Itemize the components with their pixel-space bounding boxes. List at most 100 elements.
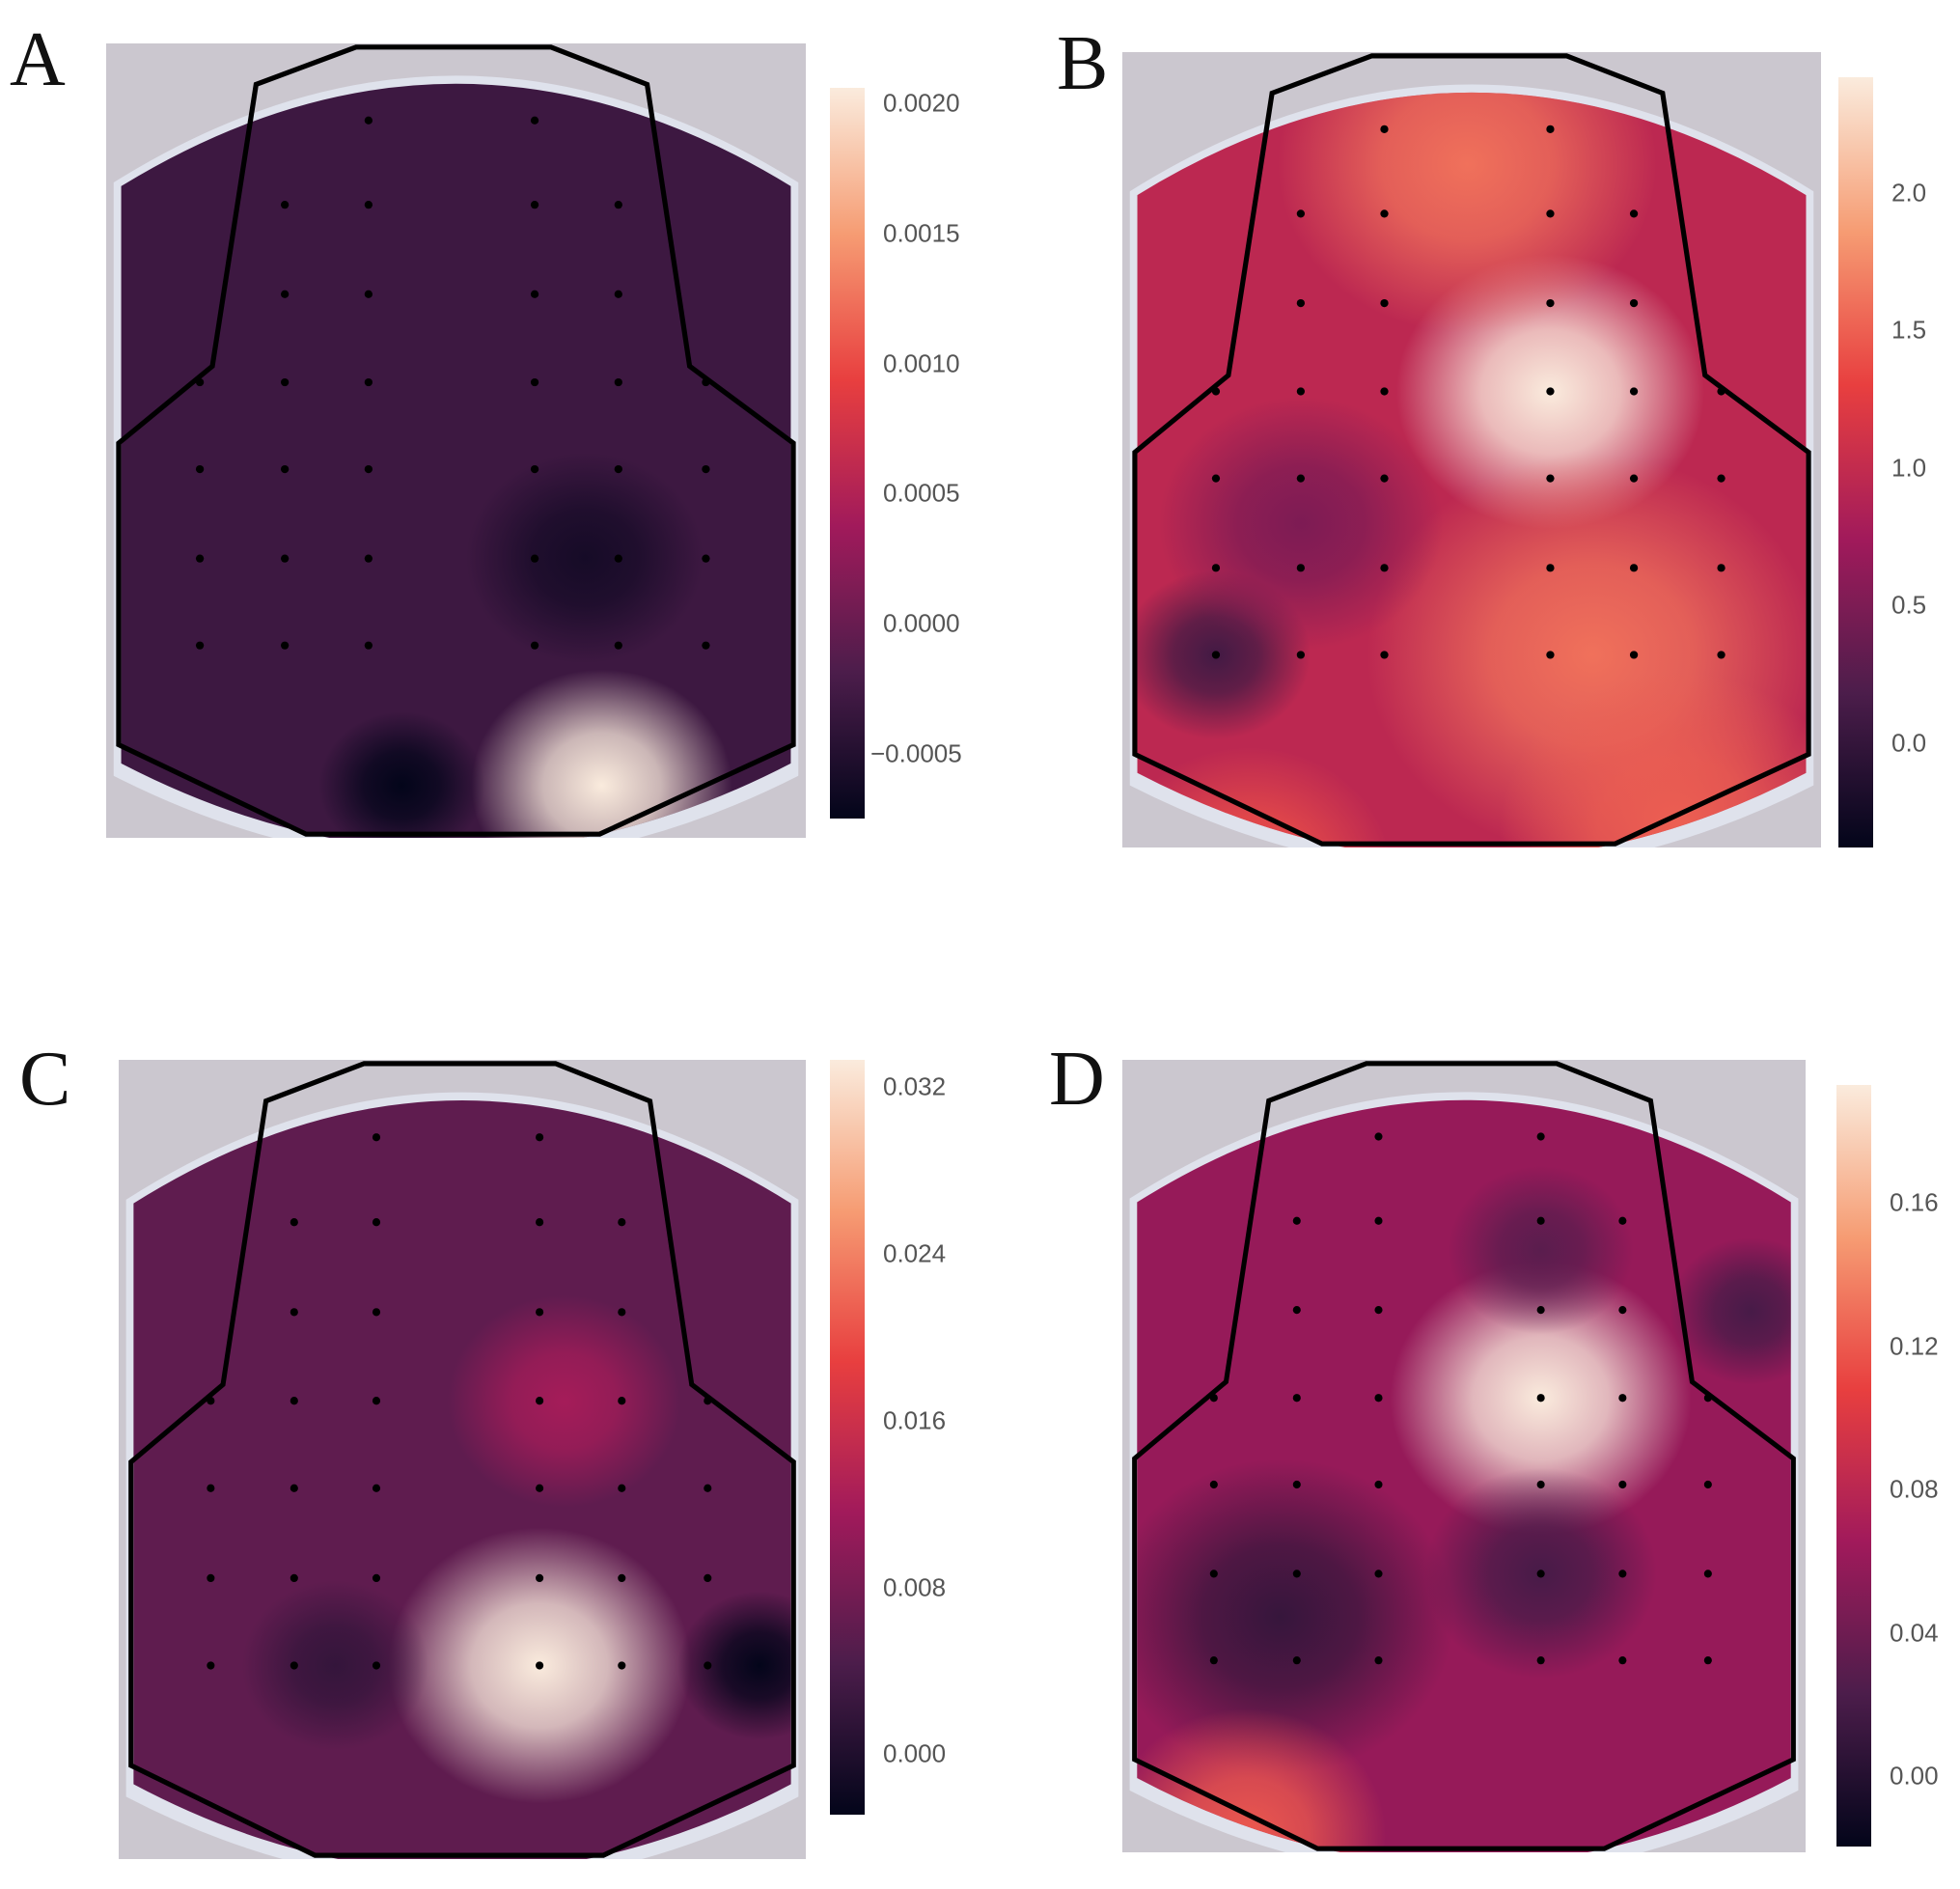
electrode-dot [1374,1656,1383,1665]
panel-label-b: B [1057,21,1109,106]
electrode-dot [1374,1216,1383,1225]
electrode-dot [536,1308,544,1317]
colorbar-tick-label: 0.016 [883,1405,947,1435]
colorbar-tick-label: 0.0010 [883,348,960,378]
electrode-dot [290,1308,298,1317]
electrode-dot [195,641,205,650]
electrode-dot [290,1484,298,1492]
electrode-dot [1374,1480,1383,1489]
electrode-dot [372,1308,381,1317]
colorbar-tick-label: 0.08 [1890,1474,1939,1504]
electrode-dot [1296,474,1306,483]
electrode-dot [1618,1306,1627,1315]
panel-label-a: A [10,17,66,102]
electrode-dot [1292,1306,1301,1315]
electrode-dot [1209,1394,1218,1403]
heatmap-hotspot [677,1591,791,1740]
colorbar-tick-label: 0.16 [1890,1187,1939,1217]
electrode-dot [195,377,205,387]
electrode-dot [1209,1480,1218,1489]
electrode-dot [1211,651,1221,659]
colorbar-tick-label: 2.0 [1891,178,1927,208]
colorbar-tick-label: 0.008 [883,1572,947,1602]
electrode-dot [1380,651,1389,659]
electrode-dot [1536,1570,1545,1578]
electrode-dot [195,554,205,563]
electrode-dot [1703,1570,1712,1578]
electrode-dot [364,290,373,298]
heatmap-hotspot [318,711,485,838]
electrode-dot [614,290,622,298]
colorbar-d [1836,1085,1871,1847]
heatmap-hotspot [1670,1237,1791,1385]
panel-label-d: D [1049,1037,1105,1122]
colorbar-tick-label: 1.5 [1891,315,1927,345]
colorbar-b [1838,77,1873,847]
heatmap-hotspot [466,452,704,664]
electrode-dot [207,1397,215,1405]
electrode-dot [1211,387,1221,396]
electrode-dot [618,1308,626,1317]
electrode-dot [364,464,373,474]
electrode-dot [1296,564,1306,572]
electrode-dot [1717,564,1725,572]
heatmap-hotspot [241,1580,429,1751]
electrode-dot [618,1484,626,1492]
electrode-dot [704,1573,712,1583]
electrode-dot [1717,474,1725,483]
electrode-dot [372,1218,381,1227]
electrode-dot [280,641,290,650]
electrode-dot [364,201,373,209]
electrode-dot [1209,1570,1218,1578]
electrode-dot [536,1133,544,1142]
heatmap-hotspot [471,669,732,838]
electrode-dot [1536,1132,1545,1141]
electrode-dot [536,1397,544,1405]
electrode-dot [614,554,622,563]
electrode-dot [530,290,539,298]
electrode-dot [1629,387,1639,396]
heatmap-hotspot [1158,396,1444,651]
electrode-dot [1536,1656,1545,1665]
electrode-dot [1380,564,1389,572]
electrode-dot [364,554,373,563]
electrode-dot [1629,564,1639,572]
electrode-dot [1380,387,1389,396]
colorbar-tick-label: 0.5 [1891,590,1927,620]
heatmap-hotspot [1277,92,1657,334]
heatmap-hotspot [447,1294,681,1508]
electrode-dot [1717,387,1725,396]
heatmap-hotspot [1448,1165,1634,1335]
electrode-dot [1546,209,1555,218]
electrode-dot [290,1661,298,1670]
electrode-dot [1296,387,1306,396]
electrode-dot [530,554,539,563]
topomap-c [119,1060,806,1859]
electrode-dot [1629,298,1639,308]
electrode-dot [1380,474,1389,483]
electrode-dot [1374,1306,1383,1315]
electrode-dot [1296,651,1306,659]
electrode-dot [1374,1570,1383,1578]
electrode-dot [290,1397,298,1405]
electrode-dot [1618,1394,1627,1403]
colorbar-tick-label: 0.04 [1890,1618,1939,1648]
electrode-dot [1380,125,1389,133]
electrode-dot [1380,209,1389,218]
electrode-dot [290,1218,298,1227]
head-outline [1132,1061,1796,1851]
electrode-dot [1546,298,1555,308]
electrode-dot [1703,1656,1712,1665]
electrode-dot [1211,474,1221,483]
electrode-dot [614,641,622,650]
electrode-dot [702,464,710,474]
electrode-dot [1618,1570,1627,1578]
colorbar-tick-label: 1.0 [1891,453,1927,483]
electrode-dot [280,464,290,474]
electrode-dot [1296,298,1306,308]
electrode-dot [1618,1480,1627,1489]
topomap-a [106,43,806,838]
colorbar-tick-label: 0.0020 [883,88,960,118]
electrode-dot [372,1133,381,1142]
electrode-dot [364,641,373,650]
